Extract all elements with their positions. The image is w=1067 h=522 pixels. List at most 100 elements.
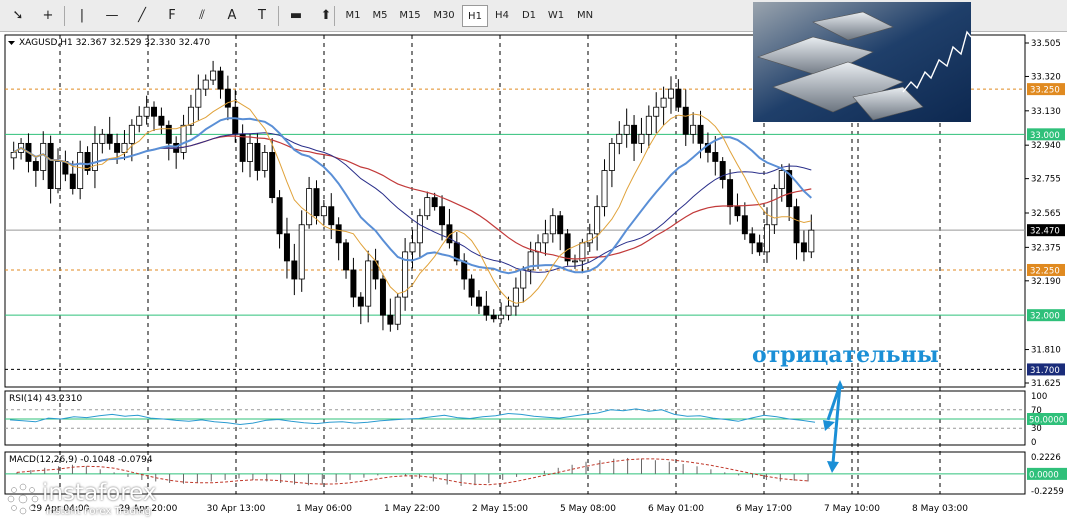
candle-body [416, 215, 423, 244]
silver-bars-image [753, 2, 971, 122]
candle-body [660, 97, 667, 108]
timeframe-m5[interactable]: M5 [372, 10, 388, 21]
x-tick-label: 8 May 03:00 [912, 504, 968, 514]
candle-body [387, 314, 394, 325]
y-tick-label: 32.375 [1031, 243, 1061, 253]
candle-body [756, 242, 763, 253]
candle-body [771, 188, 778, 226]
candle-body [697, 124, 704, 144]
candle-body [55, 161, 61, 189]
trendline-icon[interactable]: ╱ [138, 8, 146, 23]
candle-body [224, 88, 231, 108]
candle-body [84, 152, 91, 171]
candle-body [47, 142, 54, 189]
chart-header-label: XAGUSD,H1 32.367 32.529 32.330 32.470 [19, 38, 210, 48]
x-tick-label: 7 May 10:00 [824, 504, 880, 514]
candle-body [505, 305, 512, 316]
candle-body [106, 133, 113, 144]
candle-body [187, 106, 194, 126]
y-tick-label: 31.625 [1031, 379, 1061, 389]
candle-body [512, 287, 519, 307]
candle-body [727, 179, 734, 208]
cursor-icon[interactable]: ➘ [12, 8, 24, 23]
candle-body [254, 142, 261, 171]
y-tick-label: 32.755 [1031, 175, 1061, 185]
level-price-box [1027, 363, 1065, 376]
timeframe-m30[interactable]: M30 [433, 10, 455, 21]
channel-icon[interactable]: ⫽ [199, 8, 205, 23]
candle-body [690, 124, 697, 135]
rsi-pane-frame [4, 390, 1026, 446]
candle-body [202, 79, 209, 90]
candle-body [586, 233, 593, 244]
candle-body [379, 278, 386, 316]
level-price-box [1027, 263, 1065, 276]
crosshair-icon[interactable]: + [42, 8, 54, 23]
fibonacci-icon[interactable]: F [168, 8, 176, 23]
label-icon[interactable]: T [258, 8, 266, 23]
shapes-icon[interactable]: ▬ [289, 8, 303, 23]
timeframe-h4[interactable]: H4 [495, 10, 509, 21]
candle-body [483, 305, 490, 316]
candle-body [594, 206, 601, 235]
candle-body [165, 124, 172, 144]
logo-mark-icon [7, 483, 39, 515]
candle-body [239, 133, 246, 162]
candle-body [350, 269, 357, 298]
rsi-tick-label: 50.0000 [1029, 416, 1064, 426]
level-price-box [1027, 309, 1065, 322]
vertical-line-icon[interactable]: | [79, 8, 85, 23]
x-tick-label: 29 Apr 20:00 [119, 504, 178, 514]
timeframe-m1[interactable]: M1 [345, 10, 361, 21]
timeframe-m15[interactable]: M15 [399, 10, 421, 21]
rsi-mid-box [1027, 413, 1067, 425]
candle-body [394, 296, 401, 325]
x-tick-label: 5 May 08:00 [560, 504, 616, 514]
level-price-label: 33.000 [1030, 131, 1060, 141]
candle-body [653, 106, 660, 117]
candle-body [424, 197, 431, 217]
candle-body [741, 215, 748, 235]
text-icon[interactable]: A [227, 8, 237, 23]
rsi-tick-label: 100 [1031, 392, 1047, 402]
candle-body [40, 142, 47, 171]
candle-body [306, 188, 313, 226]
timeframe-w1[interactable]: W1 [547, 10, 565, 21]
candle-body [675, 88, 682, 108]
candle-body [638, 133, 645, 144]
timeframe-h1[interactable]: H1 [462, 5, 488, 27]
level-price-label: 32.470 [1030, 227, 1060, 237]
candle-body [217, 70, 224, 90]
candle-body [564, 233, 571, 262]
candle-body [335, 224, 342, 244]
candle-body [69, 173, 76, 189]
logo-text: instaforex [42, 480, 157, 506]
y-tick-label: 32.565 [1031, 209, 1061, 219]
level-price-box [1027, 128, 1065, 141]
timeframe-mn[interactable]: MN [576, 10, 594, 21]
candle-body [549, 215, 556, 235]
y-tick-label: 31.810 [1031, 346, 1061, 356]
dropdown-arrow-icon [8, 41, 15, 45]
x-tick-label: 2 May 15:00 [472, 504, 528, 514]
candle-body [439, 206, 446, 226]
level-price-box [1027, 83, 1065, 96]
candle-body [195, 88, 202, 108]
candle-body [357, 296, 364, 307]
level-price-label: 32.000 [1030, 312, 1060, 322]
candle-body [232, 106, 239, 135]
candle-body [143, 106, 150, 117]
timeframe-d1[interactable]: D1 [521, 10, 537, 21]
ma-fast-line [13, 99, 812, 304]
candle-body [343, 242, 350, 271]
candle-body [793, 206, 800, 244]
macd-tick-label: -0.2259 [1031, 487, 1064, 497]
candle-body [91, 142, 98, 171]
candle-body [764, 224, 770, 253]
candle-body [328, 206, 335, 226]
arrows-icon[interactable]: ⬆ [320, 8, 332, 23]
horizontal-line-icon[interactable]: — [105, 8, 119, 23]
y-tick-label: 32.190 [1031, 277, 1061, 287]
candle-body [616, 133, 623, 144]
candle-body [313, 188, 320, 217]
